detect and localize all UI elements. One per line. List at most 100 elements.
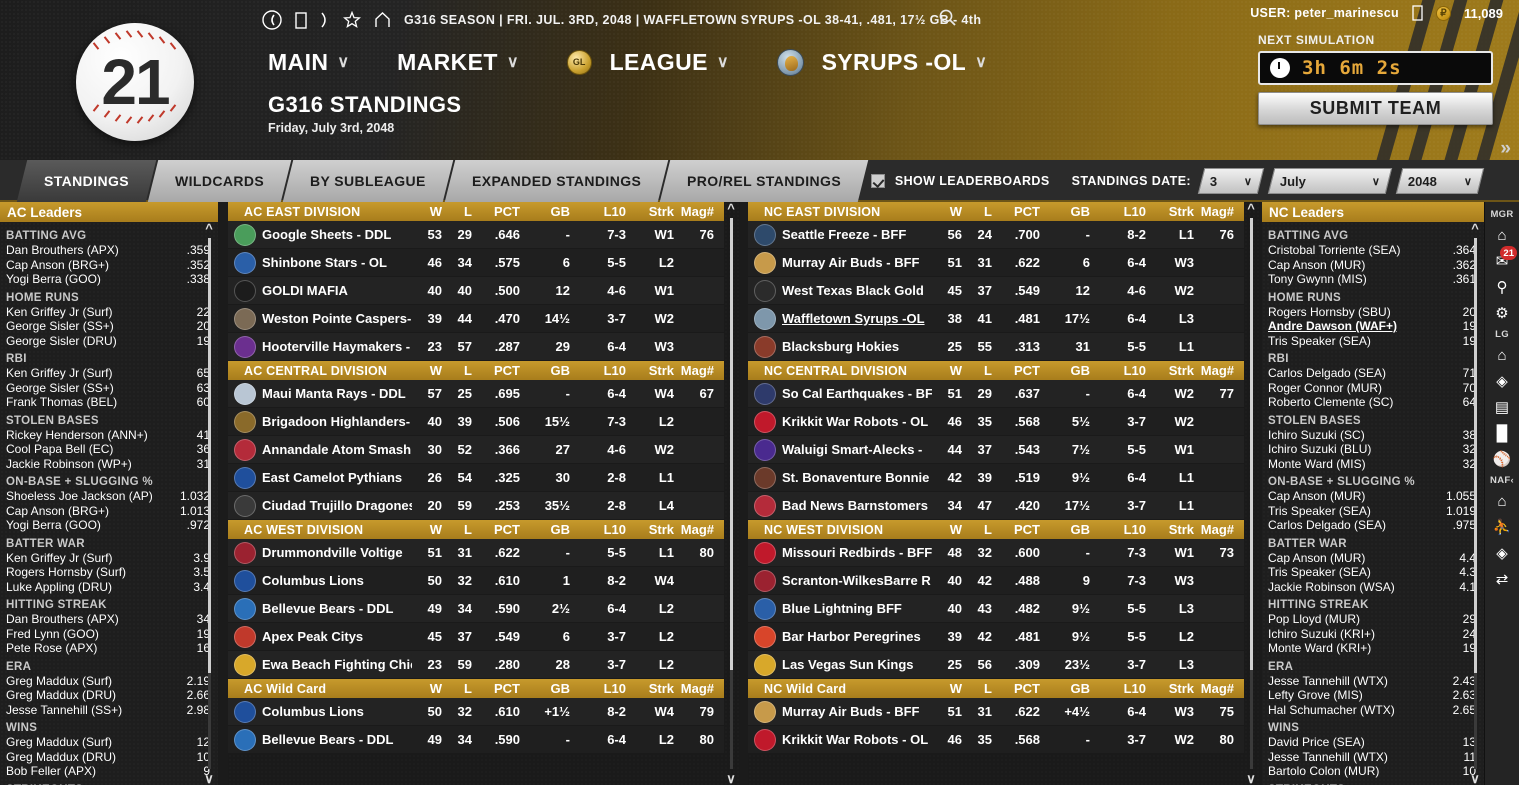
forward-icon[interactable]	[320, 11, 330, 29]
scroll-track[interactable]	[207, 238, 211, 769]
leader-row[interactable]: Cool Papa Bell (EC) 36	[6, 442, 210, 457]
nav-market[interactable]: MARKET ∨	[397, 49, 519, 76]
card-icon[interactable]: ▤	[1494, 398, 1510, 416]
table-row[interactable]: Shinbone Stars - OL 46 34 .575 6 5-5 L2	[228, 249, 724, 277]
leader-row[interactable]: Roberto Clemente (SC) 64	[1268, 395, 1476, 410]
leader-row[interactable]: Frank Thomas (BEL) 60	[6, 395, 210, 410]
scroll-thumb[interactable]	[729, 218, 733, 670]
table-row[interactable]: GOLDI MAFIA 40 40 .500 12 4-6 W1	[228, 277, 724, 305]
table-row[interactable]: Krikkit War Robots - OL 46 35 .568 5½ 3-7 W2	[748, 408, 1244, 436]
leader-row[interactable]: Jesse Tannehill (WTX) 2.43	[1268, 674, 1476, 689]
table-row[interactable]: Krikkit War Robots - OL 46 35 .568 - 3-7 W2 80	[748, 726, 1244, 754]
table-row[interactable]: Weston Pointe Caspers- 39 44 .470 14½ 3-7 W2	[228, 305, 724, 333]
table-row[interactable]: West Texas Black Gold 45 37 .549 12 4-6 W2	[748, 277, 1244, 305]
table-row[interactable]: Columbus Lions 50 32 .610 1 8-2 W4	[228, 567, 724, 595]
leader-row[interactable]: Roger Connor (MUR) 70	[1268, 381, 1476, 396]
expand-panel-icon[interactable]: »	[1500, 138, 1511, 159]
nav-main[interactable]: MAIN ∨	[268, 49, 349, 76]
leader-row[interactable]: Ichiro Suzuki (SC) 38	[1268, 428, 1476, 443]
scroll-thumb[interactable]	[1249, 218, 1253, 670]
leader-row[interactable]: Cap Anson (BRG+) 1.013	[6, 504, 210, 519]
scroll-track[interactable]	[729, 218, 733, 769]
leader-row[interactable]: Rickey Henderson (ANN+) 41	[6, 428, 210, 443]
scroll-down-icon[interactable]: ∨	[1246, 771, 1256, 785]
table-row[interactable]: Hooterville Haymakers - 23 57 .287 29 6-4 W3	[228, 333, 724, 361]
leader-row[interactable]: George Sisler (DRU) 19	[6, 334, 210, 349]
table-row[interactable]: Waffletown Syrups -OL 38 41 .481 17½ 6-4 L3	[748, 305, 1244, 333]
leader-row[interactable]: Jesse Tannehill (SS+) 2.98	[6, 703, 210, 718]
leader-row[interactable]: Carlos Delgado (SEA) .975	[1268, 518, 1476, 533]
leader-row[interactable]: Cap Anson (MUR) 1.055	[1268, 489, 1476, 504]
leader-row[interactable]: Hal Schumacher (WTX) 2.65	[1268, 703, 1476, 718]
leader-row[interactable]: Tris Speaker (SEA) 4.3	[1268, 565, 1476, 580]
gear-icon[interactable]: ⚙	[1495, 304, 1509, 322]
leader-row[interactable]: Pete Rose (APX) 16	[6, 641, 210, 656]
leader-row[interactable]: Tris Speaker (SEA) 19	[1268, 334, 1476, 349]
baseball-icon[interactable]: ⚾	[1492, 450, 1512, 468]
table-row[interactable]: Waluigi Smart-Alecks - 44 37 .543 7½ 5-5 W1	[748, 436, 1244, 464]
table-row[interactable]: Google Sheets - DDL 53 29 .646 - 7-3 W1 76	[228, 221, 724, 249]
table-row[interactable]: Blacksburg Hokies 25 55 .313 31 5-5 L1	[748, 333, 1244, 361]
transfer-icon[interactable]: ⇄	[1495, 570, 1509, 588]
table-row[interactable]: Bad News Barnstomers 34 47 .420 17½ 3-7 L1	[748, 492, 1244, 520]
nav-league[interactable]: GL LEAGUE ∨	[566, 49, 729, 76]
leader-row[interactable]: Rogers Hornsby (Surf) 3.5	[6, 565, 210, 580]
table-row[interactable]: Murray Air Buds - BFF 51 31 .622 6 6-4 W3	[748, 249, 1244, 277]
page-icon[interactable]	[295, 11, 307, 29]
leader-row[interactable]: Tris Speaker (SEA) 1.019	[1268, 504, 1476, 519]
scroll-down-icon[interactable]: ∨	[1470, 771, 1480, 785]
leader-row[interactable]: Yogi Berra (GOO) .972	[6, 518, 210, 533]
table-row[interactable]: Las Vegas Sun Kings 25 56 .309 23½ 3-7 L3	[748, 651, 1244, 679]
location-icon[interactable]: ◈	[1496, 372, 1508, 390]
table-row[interactable]: Drummondville Voltige 51 31 .622 - 5-5 L1 80	[228, 539, 724, 567]
leader-row[interactable]: Greg Maddux (Surf) 12	[6, 735, 210, 750]
leader-row[interactable]: Dan Brouthers (APX) 34	[6, 612, 210, 627]
search-icon[interactable]	[938, 8, 957, 27]
scroll-down-icon[interactable]: ∨	[726, 771, 736, 785]
leader-row[interactable]: Ken Griffey Jr (Surf) 22	[6, 305, 210, 320]
scroll-up-icon[interactable]: ^	[1247, 202, 1255, 216]
leader-row[interactable]: Ichiro Suzuki (BLU) 32	[1268, 442, 1476, 457]
table-row[interactable]: Bellevue Bears - DDL 49 34 .590 2½ 6-4 L2	[228, 595, 724, 623]
home-icon[interactable]	[374, 11, 391, 29]
leader-row[interactable]: Luke Appling (DRU) 3.4	[6, 580, 210, 595]
leader-row[interactable]: George Sisler (SS+) 20	[6, 319, 210, 334]
leader-row[interactable]: Ken Griffey Jr (Surf) 65	[6, 366, 210, 381]
scroll-thumb[interactable]	[207, 238, 211, 674]
table-row[interactable]: Blue Lightning BFF 40 43 .482 9½ 5-5 L3	[748, 595, 1244, 623]
tab-standings[interactable]: STANDINGS	[16, 160, 157, 202]
submit-team-button[interactable]: SUBMIT TEAM	[1258, 92, 1493, 125]
leader-row[interactable]: Carlos Delgado (SEA) 71	[1268, 366, 1476, 381]
table-row[interactable]: So Cal Earthquakes - BF 51 29 .637 - 6-4 W2 77	[748, 380, 1244, 408]
leader-row[interactable]: Jackie Robinson (WSA) 4.1	[1268, 580, 1476, 595]
leader-row[interactable]: Greg Maddux (DRU) 2.66	[6, 688, 210, 703]
leader-row[interactable]: Greg Maddux (Surf) 2.19	[6, 674, 210, 689]
leader-row[interactable]: Rogers Hornsby (SBU) 20	[1268, 305, 1476, 320]
table-row[interactable]: Murray Air Buds - BFF 51 31 .622 +4½ 6-4 W3 75	[748, 698, 1244, 726]
month-select[interactable]: July ∨	[1267, 168, 1393, 194]
scroll-track[interactable]	[1473, 238, 1477, 769]
leader-row[interactable]: Pop Lloyd (MUR) 29	[1268, 612, 1476, 627]
table-row[interactable]: Seattle Freeze - BFF 56 24 .700 - 8-2 L1 76	[748, 221, 1244, 249]
leader-row[interactable]: Bartolo Colon (MUR) 10	[1268, 764, 1476, 779]
table-row[interactable]: Ciudad Trujillo Dragones 20 59 .253 35½ 2-8 L4	[228, 492, 724, 520]
leader-row[interactable]: Jesse Tannehill (WTX) 11	[1268, 750, 1476, 765]
batter-icon[interactable]: ⛹	[1492, 518, 1512, 536]
ac-leaders-scrollbar[interactable]: ^ ∨	[202, 222, 216, 785]
home-icon[interactable]: ⌂	[1497, 346, 1507, 364]
table-row[interactable]: Columbus Lions 50 32 .610 +1½ 8-2 W4 79	[228, 698, 724, 726]
leader-row[interactable]: George Sisler (SS+) 63	[6, 381, 210, 396]
show-leaderboards-checkbox[interactable]	[870, 174, 885, 188]
scroll-up-icon[interactable]: ^	[205, 221, 213, 236]
leader-row[interactable]: Cristobal Torriente (SEA) .364	[1268, 243, 1476, 258]
tab-pro-rel-standings[interactable]: PRO/REL STANDINGS	[659, 160, 869, 202]
location-icon[interactable]: ◈	[1496, 544, 1508, 562]
tab-by-subleague[interactable]: BY SUBLEAGUE	[282, 160, 454, 202]
table-row[interactable]: Annandale Atom Smash 30 52 .366 27 4-6 W2	[228, 436, 724, 464]
leader-row[interactable]: Greg Maddux (DRU) 10	[6, 750, 210, 765]
leader-row[interactable]: Shoeless Joe Jackson (AP) 1.032	[6, 489, 210, 504]
nc-leaders-scrollbar[interactable]: ^ ∨	[1468, 222, 1482, 785]
device-icon[interactable]	[1412, 5, 1423, 21]
tab-wildcards[interactable]: WILDCARDS	[147, 160, 292, 202]
scroll-up-icon[interactable]: ^	[727, 202, 735, 216]
